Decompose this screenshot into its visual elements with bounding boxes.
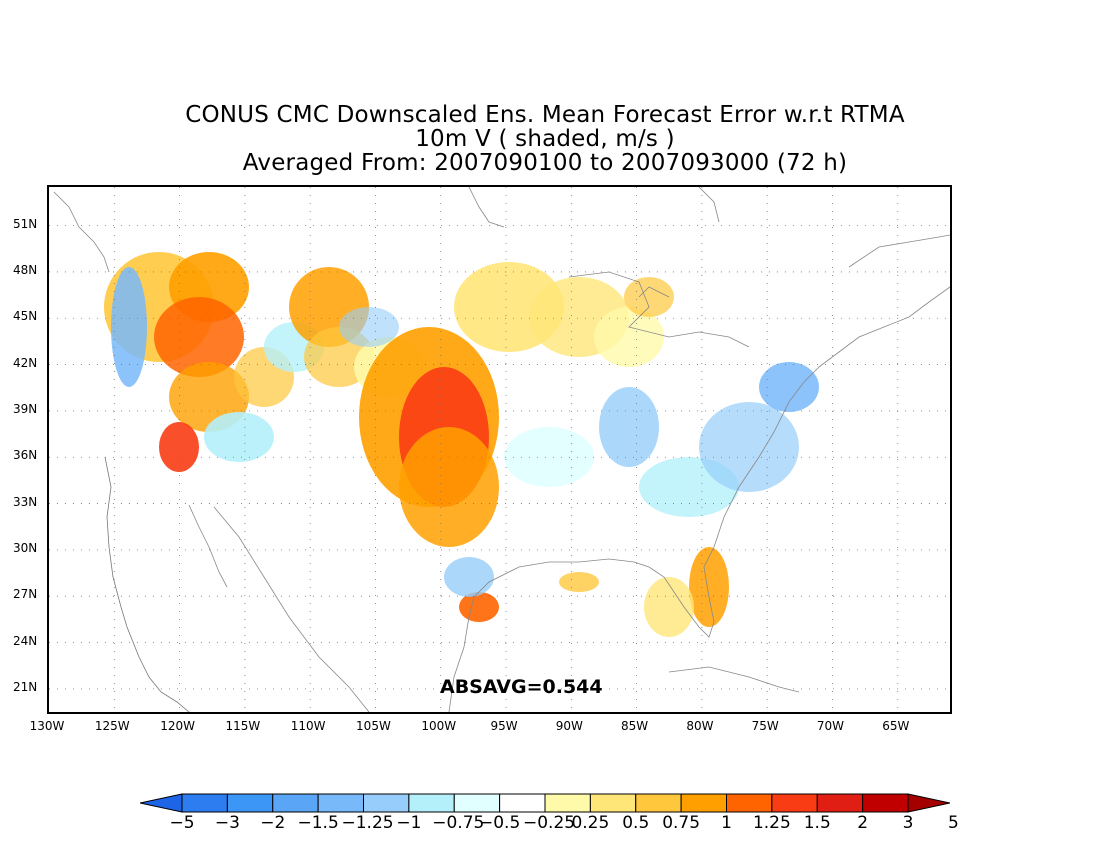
lon-label: 90W [555, 719, 583, 733]
shade-region [204, 412, 274, 462]
lat-label: 33N [13, 494, 38, 509]
colorbar-tick-label: −1.5 [297, 813, 339, 833]
colorbar-swatch [181, 793, 228, 813]
baja-coastline [188, 504, 228, 588]
mexico-gulf-coastline [448, 616, 470, 712]
colorbar-tick-label: −3 [214, 813, 240, 833]
colorbar-swatch [363, 793, 410, 813]
atlantic-coastline [713, 366, 820, 548]
hudson-bay-edge [468, 187, 720, 228]
lat-label: 51N [13, 216, 38, 231]
colorbar-tick-label: 0.25 [571, 813, 610, 833]
colorbar-swatch [816, 793, 864, 813]
shade-region [599, 387, 659, 467]
lat-label: 21N [13, 679, 38, 694]
canada-coastline [848, 234, 950, 268]
colorbar-tick-label: 2 [857, 813, 869, 833]
colorbar-tick-label: −5 [169, 813, 195, 833]
colorbar-swatch [272, 793, 319, 813]
colorbar-swatch [408, 793, 455, 813]
shade-region [559, 572, 599, 592]
colorbar-tick-label: −0.5 [478, 813, 521, 833]
shade-region [594, 307, 664, 367]
colorbar-tick-label: −2 [260, 813, 286, 833]
error-shading [104, 252, 819, 637]
colorbar-max-arrow [907, 793, 950, 813]
lon-label: 105W [356, 719, 391, 733]
lat-label: 48N [13, 262, 38, 277]
lon-label: 125W [94, 719, 130, 733]
lon-label: 120W [160, 719, 195, 733]
chart-title-line1: CONUS CMC Downscaled Ens. Mean Forecast … [185, 102, 905, 128]
lon-label: 75W [751, 719, 779, 733]
chart-title-line3: Averaged From: 2007090100 to 2007093000 … [242, 150, 848, 176]
lon-label: 100W [421, 719, 457, 733]
shade-region [759, 362, 819, 412]
mexico-west-coastline [213, 506, 370, 712]
colorbar-tick-label: 3 [902, 813, 914, 833]
map-plot [49, 187, 950, 712]
colorbar-swatch [635, 793, 682, 813]
colorbar-swatch [680, 793, 727, 813]
shade-region [624, 277, 674, 317]
lon-label: 110W [290, 719, 326, 733]
lon-label: 80W [686, 719, 714, 733]
lat-label: 36N [13, 448, 38, 463]
shade-region [699, 402, 799, 492]
shade-region [644, 577, 694, 637]
colorbar [140, 793, 950, 813]
gulf-coastline [468, 546, 715, 638]
colorbar-swatch [726, 793, 773, 813]
lat-label: 24N [13, 633, 38, 648]
colorbar-tick-label: 1 [721, 813, 732, 833]
shade-region [159, 422, 199, 472]
pacific-coastline [104, 456, 190, 712]
colorbar-tick-label: 5 [947, 813, 959, 833]
colorbar-tick-label: −0.25 [523, 813, 576, 833]
absavg-stat: ABSAVG=0.544 [440, 676, 603, 698]
colorbar-swatch [499, 793, 546, 813]
lon-label: 70W [816, 719, 845, 733]
colorbar-swatch [589, 793, 637, 813]
colorbar-swatch [771, 793, 818, 813]
colorbar-tick-label: −1 [396, 813, 422, 833]
shade-region [339, 307, 399, 347]
lat-label: 27N [13, 587, 38, 602]
colorbar-tick-label: 0.75 [662, 813, 701, 833]
bc-coastline [53, 191, 110, 273]
coastlines [53, 187, 950, 712]
lat-label: 30N [13, 540, 38, 555]
shade-region [504, 427, 594, 487]
great-lakes [568, 271, 750, 348]
colorbar-tick-label: 1.25 [752, 813, 791, 833]
shade-region [399, 427, 499, 547]
colorbar-tick-label: 1.5 [803, 813, 831, 833]
lon-label: 115W [225, 719, 261, 733]
map-frame [47, 185, 952, 714]
colorbar-swatch [317, 793, 364, 813]
chart-title-line2: 10m V ( shaded, m/s ) [415, 126, 675, 152]
shade-region [444, 557, 494, 597]
colorbar-swatch [453, 793, 501, 813]
colorbar-tick-label: 0.5 [622, 813, 650, 833]
shade-region [111, 267, 147, 387]
shade-region [154, 297, 244, 377]
lon-label: 65W [882, 719, 910, 733]
shade-region [689, 547, 729, 627]
lon-label: 95W [490, 719, 518, 733]
shade-region [459, 592, 499, 622]
lat-label: 42N [13, 355, 38, 370]
lat-label: 39N [13, 401, 38, 416]
lat-label: 45N [13, 309, 38, 324]
colorbar-min-arrow [140, 793, 183, 813]
colorbar-swatch [226, 793, 274, 813]
colorbar-tick-label: −1.25 [341, 813, 394, 833]
colorbar-swatch [544, 793, 591, 813]
lon-label: 85W [621, 719, 649, 733]
cuba-outline [668, 666, 800, 693]
colorbar-tick-label: −0.75 [432, 813, 485, 833]
lon-label: 130W [29, 719, 65, 733]
northeast-coastline [818, 286, 950, 368]
colorbar-swatch [862, 793, 909, 813]
